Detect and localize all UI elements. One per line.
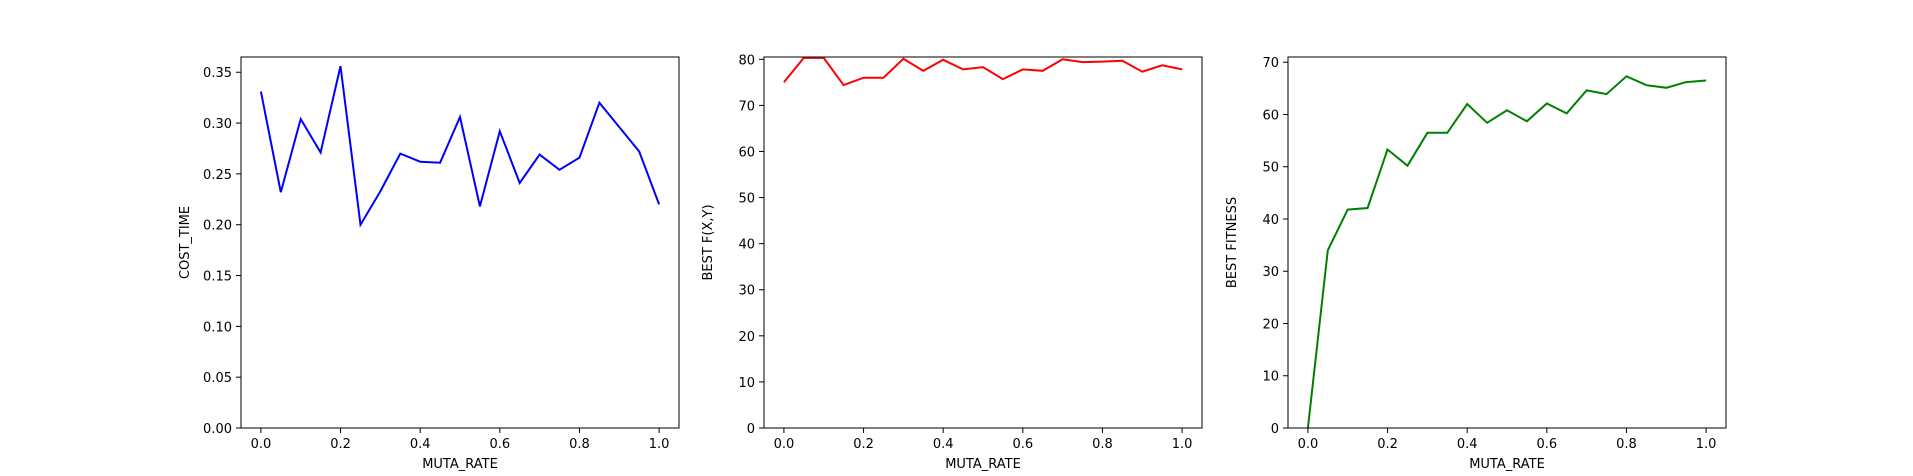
best-fxy-y-tick-label: 40 <box>738 238 755 253</box>
best-fitness-line <box>1306 75 1707 429</box>
cost-time-x-tick-label: 0.2 <box>330 437 351 452</box>
best-fitness-x-tick-label: 0.2 <box>1377 437 1398 452</box>
cost-time-y-tick-label: 0.20 <box>203 219 232 234</box>
best-fitness-x-axis-label: MUTA_RATE <box>1469 457 1545 472</box>
best-fxy-x-tick-label: 0.0 <box>774 437 795 452</box>
best-fxy-x-tick-label: 0.6 <box>1012 437 1033 452</box>
cost-time-x-axis-label: MUTA_RATE <box>422 457 498 472</box>
best-fxy-y-tick-label: 80 <box>738 53 755 68</box>
best-fitness-x-tick-label: 0.6 <box>1536 437 1557 452</box>
best-fitness-x-ticks: 0.0 0.2 0.4 0.6 0.8 1.0 <box>1298 428 1717 452</box>
best-fitness-chart: 0.0 0.2 0.4 0.6 0.8 1.0 0 10 20 30 40 50 60 70 MUTA_… <box>1225 56 1727 472</box>
best-fitness-x-tick-label: 0.4 <box>1457 437 1478 452</box>
best-fxy-y-ticks: 0 10 20 30 40 50 60 70 80 <box>738 53 764 437</box>
cost-time-x-tick-label: 0.4 <box>410 437 431 452</box>
best-fxy-y-tick-label: 70 <box>738 99 755 114</box>
best-fitness-y-tick-label: 40 <box>1262 213 1279 228</box>
cost-time-y-ticks: 0.00 0.05 0.10 0.15 0.20 0.25 0.30 0.35 <box>203 66 241 437</box>
best-fxy-x-tick-label: 0.2 <box>853 437 874 452</box>
cost-time-y-tick-label: 0.25 <box>203 168 232 183</box>
cost-time-y-tick-label: 0.35 <box>203 66 232 81</box>
best-fitness-y-tick-label: 60 <box>1262 108 1279 123</box>
best-fxy-chart: 0.0 0.2 0.4 0.6 0.8 1.0 0 10 20 30 40 50 60 70 80 MUT… <box>701 53 1203 472</box>
best-fitness-y-ticks: 0 10 20 30 40 50 60 70 <box>1262 56 1288 437</box>
best-fxy-y-tick-label: 60 <box>738 145 755 160</box>
best-fitness-y-axis-label: BEST FITNESS <box>1225 197 1240 288</box>
best-fitness-x-tick-label: 0.0 <box>1298 437 1319 452</box>
cost-time-y-axis-label: COST_TIME <box>178 206 193 279</box>
best-fitness-x-tick-label: 0.8 <box>1616 437 1637 452</box>
best-fxy-x-tick-label: 0.8 <box>1092 437 1113 452</box>
best-fxy-line <box>783 56 1183 87</box>
cost-time-y-tick-label: 0.30 <box>203 117 232 132</box>
best-fitness-y-tick-label: 0 <box>1271 422 1279 437</box>
cost-time-chart: 0.0 0.2 0.4 0.6 0.8 1.0 0.000.050.100.150.200… <box>178 56 680 472</box>
best-fxy-y-axis-label: BEST F(X,Y) <box>701 204 716 280</box>
cost-time-x-ticks: 0.0 0.2 0.4 0.6 0.8 1.0 <box>251 428 670 452</box>
best-fitness-y-tick-label: 50 <box>1262 161 1279 176</box>
best-fitness-y-tick-label: 70 <box>1262 56 1279 71</box>
best-fxy-y-tick-label: 10 <box>738 376 755 391</box>
best-fitness-y-tick-label: 30 <box>1262 265 1279 280</box>
best-fxy-x-tick-label: 0.4 <box>933 437 954 452</box>
cost-time-y-tick-label: 0.05 <box>203 371 232 386</box>
best-fxy-x-axis-label: MUTA_RATE <box>945 457 1021 472</box>
cost-time-y-tick-label: 0.15 <box>203 270 232 285</box>
best-fitness-y-tick-label: 10 <box>1262 370 1279 385</box>
best-fitness-plot-frame <box>1287 56 1727 429</box>
cost-time-x-tick-label: 1.0 <box>649 437 670 452</box>
best-fxy-x-ticks: 0.0 0.2 0.4 0.6 0.8 1.0 <box>774 428 1193 452</box>
cost-time-x-tick-label: 0.8 <box>569 437 590 452</box>
cost-time-x-tick-label: 0.6 <box>489 437 510 452</box>
best-fxy-y-tick-label: 20 <box>738 330 755 345</box>
best-fitness-x-tick-label: 1.0 <box>1696 437 1717 452</box>
best-fxy-y-tick-label: 0 <box>747 422 755 437</box>
best-fxy-x-tick-label: 1.0 <box>1172 437 1193 452</box>
cost-time-x-tick-label: 0.0 <box>251 437 272 452</box>
cost-time-plot-frame <box>240 56 680 429</box>
cost-time-line <box>259 65 661 228</box>
best-fitness-y-tick-label: 20 <box>1262 317 1279 332</box>
best-fxy-y-tick-label: 30 <box>738 284 755 299</box>
cost-time-y-tick-label: 0.00 <box>203 422 232 437</box>
cost-time-y-tick-label: 0.10 <box>203 320 232 335</box>
best-fxy-plot-frame <box>763 56 1203 429</box>
best-fxy-y-tick-label: 50 <box>738 192 755 207</box>
